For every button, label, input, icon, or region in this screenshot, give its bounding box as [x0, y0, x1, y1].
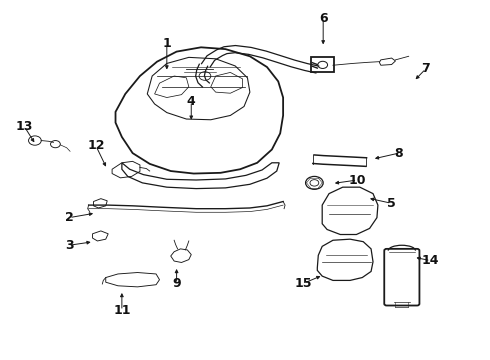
Text: 14: 14 — [422, 254, 440, 267]
Text: 12: 12 — [87, 139, 105, 152]
Text: 11: 11 — [113, 305, 131, 318]
Text: 13: 13 — [16, 120, 33, 133]
Text: 3: 3 — [65, 239, 74, 252]
Text: 10: 10 — [348, 174, 366, 186]
Text: 2: 2 — [65, 211, 74, 224]
Text: 15: 15 — [295, 277, 313, 290]
Text: 6: 6 — [319, 12, 327, 25]
Text: 9: 9 — [172, 278, 181, 291]
Text: 4: 4 — [187, 95, 196, 108]
Text: 5: 5 — [387, 197, 396, 210]
Text: 8: 8 — [394, 147, 403, 159]
Text: 1: 1 — [163, 37, 171, 50]
Text: 7: 7 — [421, 62, 430, 75]
